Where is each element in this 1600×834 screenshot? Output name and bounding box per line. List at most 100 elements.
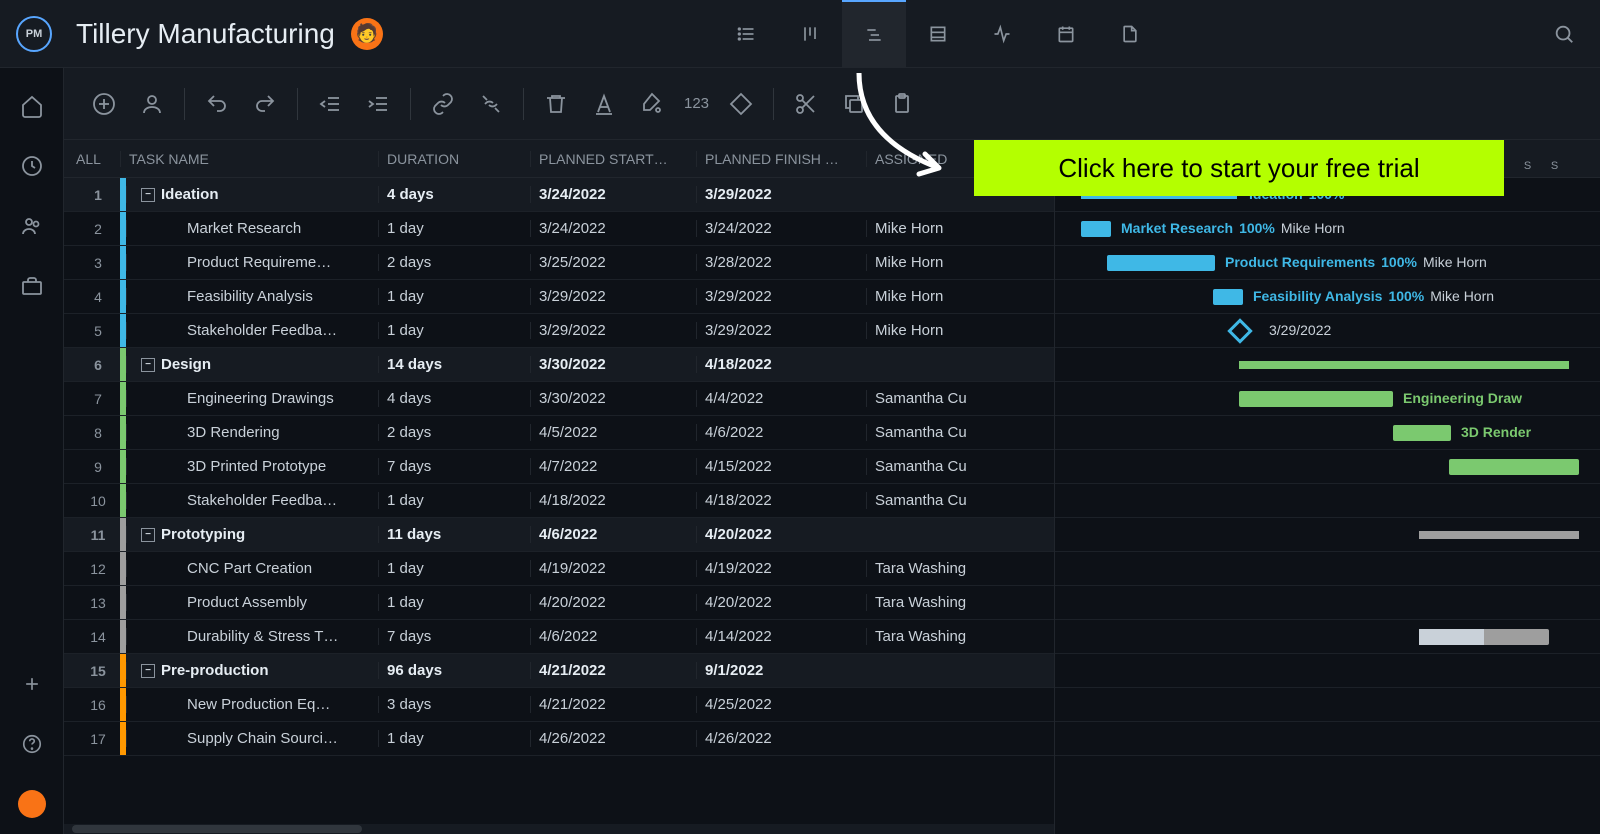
sidebar-add[interactable] [18, 670, 46, 698]
view-tab-list[interactable] [714, 0, 778, 68]
task-row[interactable]: 17Supply Chain Sourci…1 day4/26/20224/26… [64, 722, 1054, 756]
undo-icon [205, 92, 229, 116]
collapse-icon[interactable]: − [141, 358, 155, 372]
gantt-row[interactable]: Market Research 100% Mike Horn [1055, 212, 1600, 246]
sidebar-projects[interactable] [18, 272, 46, 300]
task-row[interactable]: 15−Pre-production96 days4/21/20229/1/202… [64, 654, 1054, 688]
project-avatar[interactable]: 🧑 [351, 18, 383, 50]
indent-button[interactable] [362, 88, 394, 120]
gantt-row[interactable]: Product Requirements 100% Mike Horn [1055, 246, 1600, 280]
collapse-icon[interactable]: − [141, 528, 155, 542]
gantt-row[interactable] [1055, 450, 1600, 484]
gantt-row[interactable] [1055, 518, 1600, 552]
paint-icon [640, 92, 664, 116]
gantt-row[interactable]: 3D Render [1055, 416, 1600, 450]
gantt-bar-label: Product Requirements 100% Mike Horn [1225, 254, 1487, 270]
gantt-row[interactable] [1055, 688, 1600, 722]
gantt-row[interactable] [1055, 484, 1600, 518]
task-row[interactable]: 14Durability & Stress T…7 days4/6/20224/… [64, 620, 1054, 654]
undo-button[interactable] [201, 88, 233, 120]
redo-button[interactable] [249, 88, 281, 120]
left-sidebar [0, 68, 64, 834]
view-tab-file[interactable] [1098, 0, 1162, 68]
gantt-task-bar[interactable] [1449, 459, 1579, 475]
font-button[interactable] [588, 88, 620, 120]
view-tab-board[interactable] [778, 0, 842, 68]
copy-icon [842, 92, 866, 116]
unlink-button[interactable] [475, 88, 507, 120]
gantt-task-bar[interactable] [1393, 425, 1451, 441]
paste-button[interactable] [886, 88, 918, 120]
view-tab-gantt[interactable] [842, 0, 906, 68]
task-row[interactable]: 16New Production Eq…3 days4/21/20224/25/… [64, 688, 1054, 722]
task-row[interactable]: 7Engineering Drawings4 days3/30/20224/4/… [64, 382, 1054, 416]
sidebar-help[interactable] [18, 730, 46, 758]
sidebar-recent[interactable] [18, 152, 46, 180]
gantt-milestone[interactable] [1227, 318, 1252, 343]
app-logo[interactable]: PM [16, 16, 52, 52]
horizontal-scrollbar[interactable] [64, 824, 1054, 834]
view-tab-sheet[interactable] [906, 0, 970, 68]
sidebar-user-avatar[interactable] [18, 790, 46, 818]
task-row[interactable]: 5Stakeholder Feedba…1 day3/29/20223/29/2… [64, 314, 1054, 348]
gantt-task-bar[interactable] [1239, 391, 1393, 407]
gantt-row[interactable] [1055, 654, 1600, 688]
sidebar-home[interactable] [18, 92, 46, 120]
task-row[interactable]: 3Product Requireme…2 days3/25/20223/28/2… [64, 246, 1054, 280]
sidebar-team[interactable] [18, 212, 46, 240]
task-row[interactable]: 1−Ideation4 days3/24/20223/29/2022 [64, 178, 1054, 212]
collapse-icon[interactable]: − [141, 188, 155, 202]
task-row[interactable]: 93D Printed Prototype7 days4/7/20224/15/… [64, 450, 1054, 484]
gantt-row[interactable] [1055, 586, 1600, 620]
app-header: PM Tillery Manufacturing 🧑 [0, 0, 1600, 68]
clock-icon [20, 154, 44, 178]
task-row[interactable]: 11−Prototyping11 days4/6/20224/20/2022 [64, 518, 1054, 552]
view-tab-calendar[interactable] [1034, 0, 1098, 68]
task-row[interactable]: 83D Rendering2 days4/5/20224/6/2022Saman… [64, 416, 1054, 450]
task-row[interactable]: 2Market Research1 day3/24/20223/24/2022M… [64, 212, 1054, 246]
col-header-start[interactable]: PLANNED START… [530, 151, 696, 167]
indent-icon [366, 92, 390, 116]
gantt-row[interactable]: Engineering Draw [1055, 382, 1600, 416]
milestone-button[interactable] [725, 88, 757, 120]
task-row[interactable]: 10Stakeholder Feedba…1 day4/18/20224/18/… [64, 484, 1054, 518]
delete-button[interactable] [540, 88, 572, 120]
cta-banner[interactable]: Click here to start your free trial [974, 140, 1504, 196]
project-title: Tillery Manufacturing [76, 18, 335, 50]
gantt-row[interactable] [1055, 552, 1600, 586]
gantt-task-bar[interactable] [1419, 629, 1549, 645]
link-button[interactable] [427, 88, 459, 120]
gantt-task-bar[interactable] [1081, 221, 1111, 237]
gantt-row[interactable] [1055, 348, 1600, 382]
gantt-summary-bar[interactable] [1239, 361, 1569, 369]
task-row[interactable]: 4Feasibility Analysis1 day3/29/20223/29/… [64, 280, 1054, 314]
cut-button[interactable] [790, 88, 822, 120]
gantt-summary-bar[interactable] [1419, 531, 1579, 539]
task-row[interactable]: 13Product Assembly1 day4/20/20224/20/202… [64, 586, 1054, 620]
gantt-chart: R, 20 '22MAR, 27 '22APR, 3 '22 WTFSSMTWT… [1054, 140, 1600, 834]
gantt-row[interactable]: Feasibility Analysis 100% Mike Horn [1055, 280, 1600, 314]
gantt-task-bar[interactable] [1107, 255, 1215, 271]
collapse-icon[interactable]: − [141, 664, 155, 678]
home-icon [20, 94, 44, 118]
col-header-finish[interactable]: PLANNED FINISH … [696, 151, 866, 167]
toolbar-text: 123 [684, 95, 709, 112]
assign-button[interactable] [136, 88, 168, 120]
task-row[interactable]: 12CNC Part Creation1 day4/19/20224/19/20… [64, 552, 1054, 586]
col-header-duration[interactable]: DURATION [378, 151, 530, 167]
add-button[interactable] [88, 88, 120, 120]
gantt-row[interactable] [1055, 620, 1600, 654]
outdent-button[interactable] [314, 88, 346, 120]
view-tab-activity[interactable] [970, 0, 1034, 68]
col-header-all[interactable]: ALL [64, 151, 120, 167]
redo-icon [253, 92, 277, 116]
gantt-day-label: S [1541, 158, 1568, 177]
search-button[interactable] [1544, 14, 1584, 54]
task-row[interactable]: 6−Design14 days3/30/20224/18/2022 [64, 348, 1054, 382]
copy-button[interactable] [838, 88, 870, 120]
gantt-row[interactable] [1055, 722, 1600, 756]
gantt-row[interactable]: 3/29/2022 [1055, 314, 1600, 348]
col-header-name[interactable]: TASK NAME [120, 151, 378, 167]
gantt-task-bar[interactable] [1213, 289, 1243, 305]
color-button[interactable] [636, 88, 668, 120]
